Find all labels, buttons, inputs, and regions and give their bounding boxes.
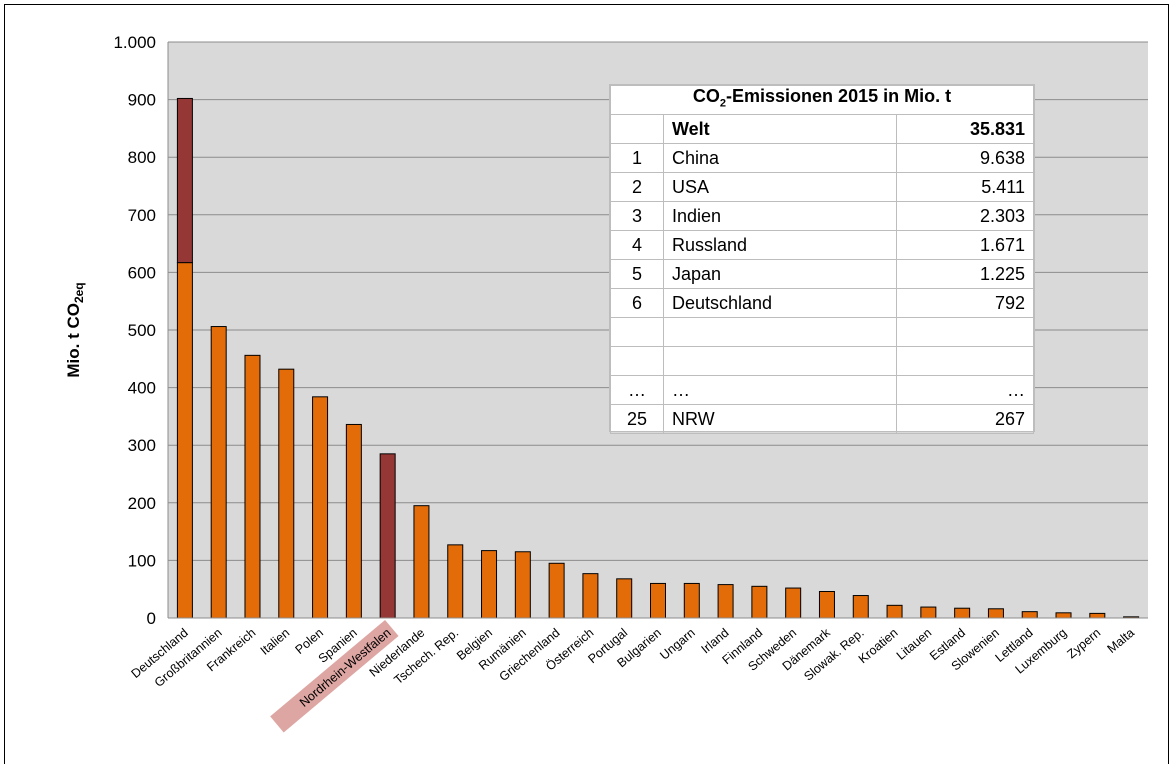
bar-finnland	[751, 585, 768, 619]
bar-rumänien	[514, 551, 531, 619]
bar-zypern	[1089, 612, 1106, 619]
x-tick-label: Italien	[258, 626, 293, 658]
y-tick-label: 300	[128, 436, 156, 455]
table-title-row: CO2-Emissionen 2015 in Mio. t	[610, 85, 1034, 115]
table-row: 3 Indien 2.303	[610, 201, 1034, 231]
y-tick-label: 100	[128, 551, 156, 570]
bar-slowenien	[987, 608, 1004, 619]
y-tick-label: 1.000	[113, 33, 156, 52]
bar-luxemburg	[1055, 612, 1072, 619]
bar-litauen	[920, 606, 937, 619]
emissions-table: CO2-Emissionen 2015 in Mio. t Welt 35.83…	[609, 84, 1035, 434]
world-value: 35.831	[896, 114, 1034, 144]
bar-lettland	[1021, 611, 1038, 619]
y-tick-label: 200	[128, 494, 156, 513]
y-tick-label: 500	[128, 321, 156, 340]
bar-großbritannien	[210, 326, 227, 619]
table-row: 1 China 9.638	[610, 143, 1034, 173]
table-row-nrw: 25 NRW 267	[610, 404, 1034, 434]
y-tick-label: 800	[128, 148, 156, 167]
table-row: 5 Japan 1.225	[610, 259, 1034, 289]
bar-segment-deutschland	[176, 97, 193, 264]
world-label: Welt	[663, 114, 897, 144]
bar-portugal	[616, 578, 633, 619]
table-ellipsis-row: … … …	[610, 375, 1034, 405]
y-tick-label: 400	[128, 379, 156, 398]
bar-segment-nordrhein-westfalen	[379, 453, 396, 619]
y-axis-label-subscript: 2eq	[72, 282, 86, 303]
y-tick-label: 0	[147, 609, 156, 628]
bar-schweden	[785, 587, 802, 619]
x-tick-label: Ungarn	[657, 626, 697, 663]
bar-kroatien	[886, 604, 903, 619]
bar-ungarn	[683, 582, 700, 619]
table-empty-row	[610, 317, 1034, 347]
chart-frame	[4, 4, 1169, 764]
bar-polen	[312, 396, 329, 619]
table-row-world: Welt 35.831	[610, 114, 1034, 144]
table-title: CO2-Emissionen 2015 in Mio. t	[610, 85, 1034, 115]
table-empty-row	[610, 346, 1034, 376]
bar-niederlande	[413, 505, 430, 619]
bar-tschech-rep-	[447, 544, 464, 619]
bar-frankreich	[244, 354, 261, 619]
bar-italien	[278, 368, 295, 619]
table-row: 6 Deutschland 792	[610, 288, 1034, 318]
bar-griechenland	[548, 562, 565, 619]
bar-bulgarien	[650, 582, 666, 619]
bar-spanien	[345, 423, 362, 619]
table-row: 4 Russland 1.671	[610, 230, 1034, 260]
bar-dänemark	[818, 591, 835, 619]
bar-slowak-rep-	[852, 595, 869, 619]
bar-österreich	[582, 573, 599, 619]
table-row: 2 USA 5.411	[610, 172, 1034, 202]
table-title-subscript: 2	[719, 97, 727, 110]
y-axis-label: Mio. t CO2eq	[64, 282, 86, 377]
highlight-label-bg	[270, 619, 399, 733]
x-tick-label: Litauen	[894, 626, 934, 663]
bar-belgien	[481, 550, 498, 619]
bar-irland	[717, 584, 734, 619]
y-tick-label: 600	[128, 263, 156, 282]
x-tick-label: Zypern	[1064, 626, 1103, 662]
bar-deutschland	[176, 262, 193, 619]
y-tick-label: 700	[128, 206, 156, 225]
x-tick-label: Malta	[1105, 626, 1137, 656]
bar-estland	[954, 607, 971, 619]
y-tick-label: 900	[128, 91, 156, 110]
